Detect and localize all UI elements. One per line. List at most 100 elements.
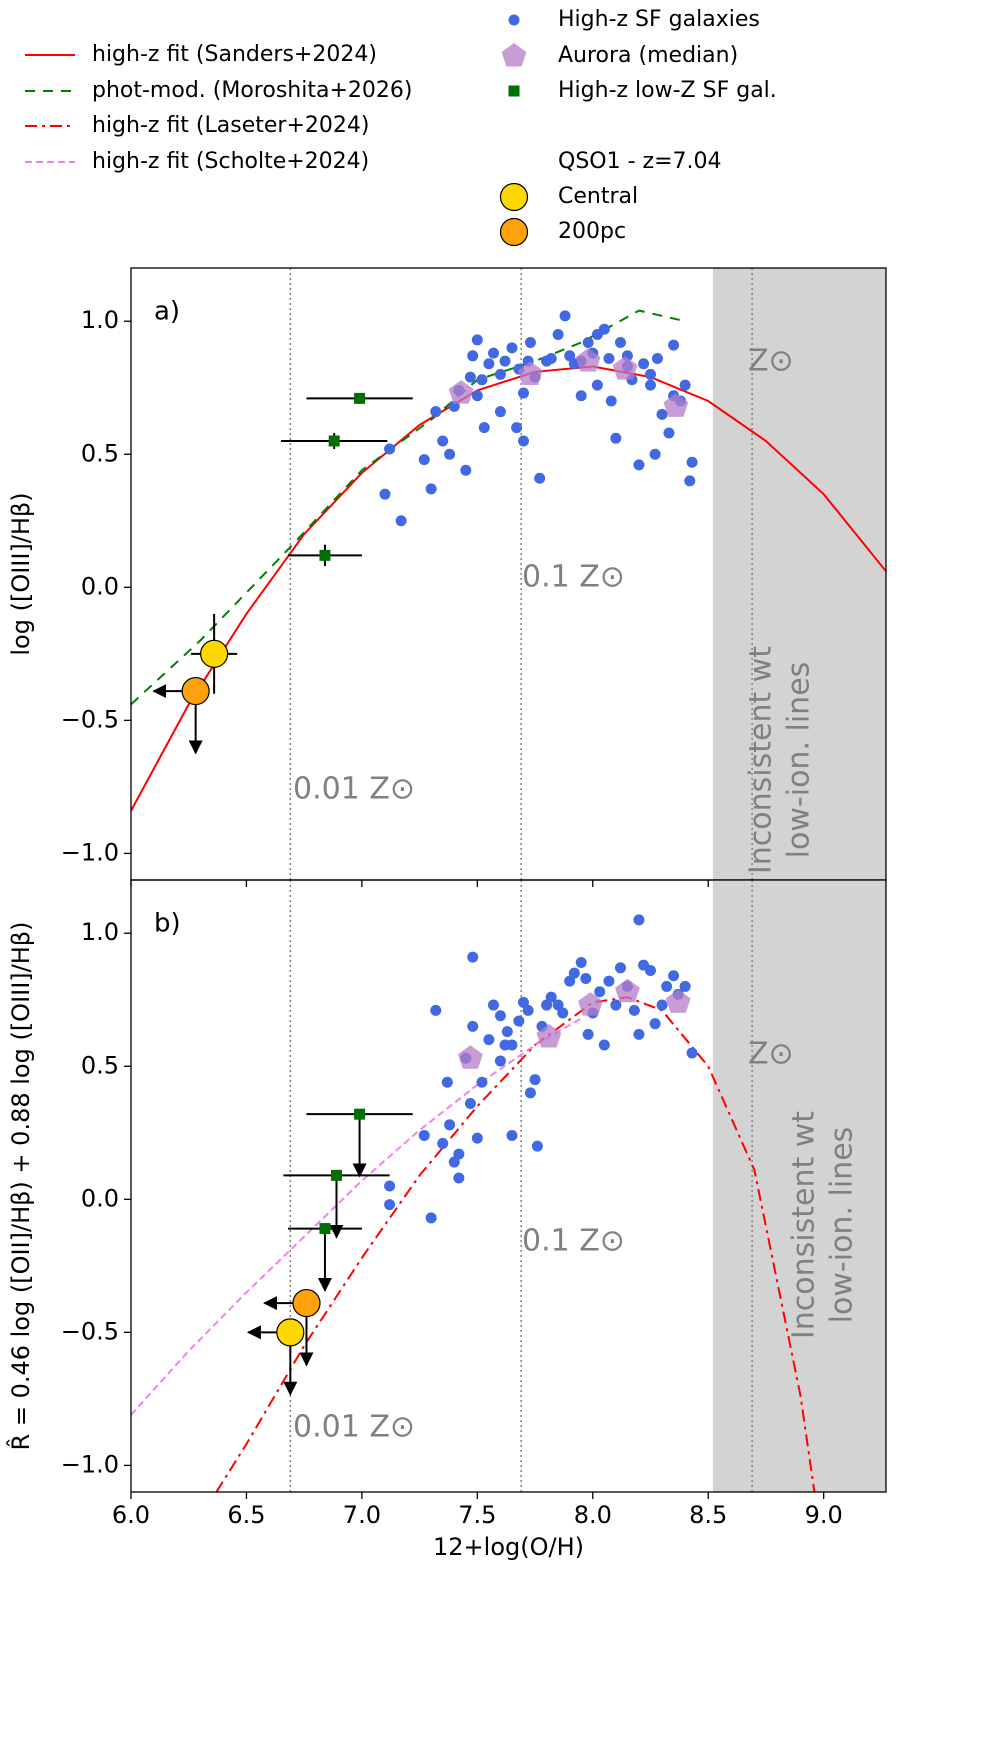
point (598, 1039, 610, 1051)
point (501, 1026, 513, 1038)
y-tick-label: 1.0 (81, 918, 119, 946)
point (467, 1020, 479, 1032)
point (610, 432, 622, 444)
annotation: low-ion. lines (825, 1127, 860, 1324)
y-axis-label: R̂ = 0.46 log ([OII]/Hβ) + 0.88 log ([OI… (7, 922, 35, 1451)
point (686, 1047, 698, 1059)
point (644, 964, 656, 976)
point (494, 406, 506, 418)
point (591, 329, 603, 341)
y-tick-label: 0.0 (81, 1184, 119, 1212)
point (354, 1108, 366, 1120)
point (425, 1212, 437, 1224)
point (656, 999, 668, 1011)
point (437, 1137, 449, 1149)
x-tick-label: 8.0 (574, 1501, 612, 1529)
point (545, 352, 557, 364)
point (679, 980, 691, 992)
point (582, 337, 594, 349)
point (494, 368, 506, 380)
point (444, 448, 456, 460)
point (580, 972, 592, 984)
point (564, 350, 576, 362)
point (603, 352, 615, 364)
legend-label: Aurora (median) (558, 43, 738, 68)
point (471, 334, 483, 346)
point (453, 1148, 465, 1160)
legend-marker (499, 217, 529, 247)
point (494, 1010, 506, 1022)
point (330, 1169, 342, 1181)
annotation: 0.1 Z⊙ (522, 1224, 625, 1259)
fit-line (215, 996, 816, 1492)
annotation: Inconsistent wt (744, 646, 779, 874)
point (615, 978, 640, 1003)
point (478, 422, 490, 434)
point (679, 379, 691, 391)
y-tick-label: −1.0 (61, 1450, 119, 1478)
point (575, 390, 587, 402)
point (483, 1034, 495, 1046)
y-tick-label: −0.5 (61, 705, 119, 733)
point (564, 975, 576, 987)
point (644, 368, 656, 380)
point (384, 1180, 396, 1192)
point (518, 996, 530, 1008)
point (610, 999, 622, 1011)
point (518, 387, 530, 399)
point (453, 1172, 465, 1184)
point (430, 406, 442, 418)
point (384, 1199, 396, 1211)
point (276, 1318, 305, 1347)
point (425, 483, 437, 495)
point (591, 379, 603, 391)
legend-label: phot-mod. (Moroshita+2026) (92, 78, 412, 103)
point (668, 970, 680, 982)
point (418, 1129, 430, 1141)
point (686, 456, 698, 468)
annotation: 0.01 Z⊙ (293, 1410, 415, 1445)
x-tick-label: 8.5 (689, 1501, 727, 1529)
point (665, 989, 691, 1013)
axes-frame (130, 879, 887, 1493)
point (476, 374, 488, 386)
point (649, 448, 661, 460)
point (292, 1288, 321, 1318)
point (518, 361, 543, 385)
point (633, 1028, 645, 1040)
y-tick-label: 0.5 (81, 1051, 119, 1079)
point (575, 348, 601, 372)
legend-label: High-z low-Z SF gal. (558, 78, 777, 103)
point (441, 1076, 453, 1088)
x-tick-label: 7.5 (458, 1501, 496, 1529)
point (638, 358, 650, 370)
point (448, 400, 460, 412)
point (379, 488, 391, 500)
fit-line (131, 309, 686, 706)
point (464, 371, 476, 383)
point (651, 352, 663, 364)
point (557, 1007, 569, 1019)
x-axis-label: 12+log(O/H) (433, 1533, 584, 1561)
y-axis-label: log ([OIII]/Hβ) (7, 492, 35, 655)
legend-label: 200pc (558, 219, 626, 244)
point (684, 475, 696, 487)
point (633, 459, 645, 471)
legend-label: high-z fit (Scholte+2024) (92, 149, 369, 174)
point (430, 1004, 442, 1016)
annotation: Z⊙ (748, 1037, 794, 1072)
x-tick-label: 7.0 (343, 1501, 381, 1529)
annotation: Z⊙ (748, 344, 794, 379)
x-tick-label: 6.0 (112, 1501, 150, 1529)
point (471, 390, 483, 402)
point (552, 329, 564, 341)
point (319, 549, 331, 561)
point (328, 435, 340, 447)
point (552, 999, 564, 1011)
x-tick-label: 6.5 (227, 1501, 265, 1529)
legend-marker (508, 85, 520, 97)
x-tick-label: 9.0 (805, 1501, 843, 1529)
point (545, 991, 557, 1003)
point (444, 1119, 456, 1131)
